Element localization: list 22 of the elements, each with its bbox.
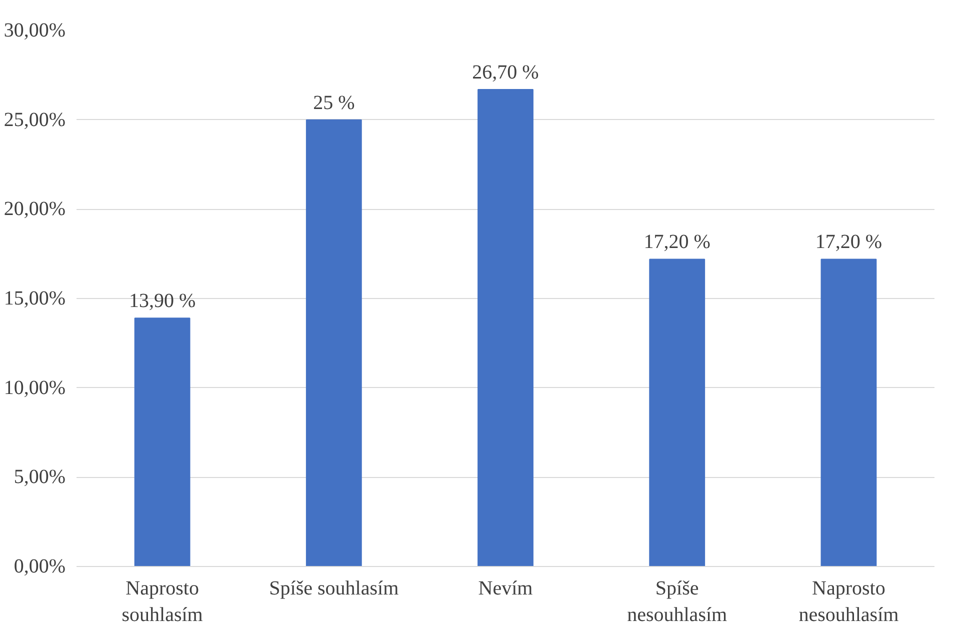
- bar: [820, 258, 877, 566]
- y-tick-label: 30,00%: [4, 20, 66, 42]
- bar: [478, 88, 534, 566]
- x-tick-label: Naprosto souhlasím: [122, 578, 204, 626]
- data-label: 26,70 %: [472, 61, 539, 84]
- y-tick-label: 20,00%: [4, 198, 66, 220]
- y-tick-label: 25,00%: [4, 108, 66, 131]
- y-tick-label: 15,00%: [4, 288, 66, 310]
- y-tick-label: 0,00%: [14, 556, 66, 578]
- x-tick-label: Spíše souhlasím: [269, 578, 400, 600]
- y-tick-label: 5,00%: [14, 466, 66, 488]
- data-label: 17,20 %: [644, 231, 710, 254]
- data-label: 13,90 %: [128, 290, 196, 312]
- bar: [649, 258, 706, 566]
- data-label: 25 %: [313, 92, 355, 114]
- y-tick-label: 10,00%: [4, 376, 66, 399]
- bar: [306, 119, 362, 566]
- data-label: 17,20 %: [815, 231, 882, 254]
- x-tick-label: Nevím: [478, 578, 534, 600]
- x-tick-label: Naprosto nesouhlasím: [798, 578, 900, 626]
- x-tick-label: Spíše nesouhlasím: [627, 578, 728, 626]
- bar: [134, 318, 190, 566]
